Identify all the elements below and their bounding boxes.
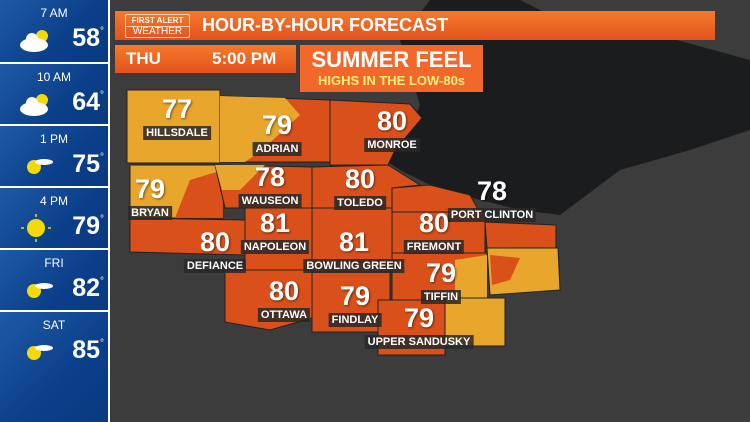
page-title: HOUR-BY-HOUR FORECAST [202, 15, 448, 35]
mostly-sunny-icon [27, 283, 53, 298]
subheadline: HIGHS IN THE LOW-80s [317, 73, 466, 88]
city-label: 79 FINDLAY [328, 283, 382, 328]
headline: SUMMER FEEL [311, 47, 472, 72]
forecast-panel: 1 PM 75° [0, 126, 108, 186]
mostly-sunny-icon [27, 159, 53, 174]
title-bar: FIRST ALERT WEATHER HOUR-BY-HOUR FORECAST [115, 11, 715, 40]
panel-temp: 85° [72, 336, 104, 364]
forecast-panel: 10 AM 64° [0, 64, 108, 124]
city-label: 77 HILLSDALE [143, 96, 211, 141]
panel-temp: 64° [72, 88, 104, 116]
mostly-sunny-icon [27, 345, 53, 360]
city-label: 80 TOLEDO [334, 166, 386, 211]
panel-time: 4 PM [39, 194, 68, 208]
city-label: 80 MONROE [364, 108, 420, 153]
city-label: 78 WAUSEON [238, 164, 302, 209]
forecast-panel: FRI 82° [0, 250, 108, 310]
partly-cloudy-icon [20, 30, 48, 52]
forecast-panel: 4 PM 79° [0, 188, 108, 248]
panel-time: SAT [42, 318, 66, 332]
panel-temp: 82° [72, 274, 104, 302]
panel-time: 7 AM [40, 6, 68, 20]
county-erie [484, 221, 557, 249]
forecast-panel: SAT 85° [0, 312, 108, 422]
city-label: 80 OTTAWA [257, 278, 311, 323]
forecast-panel: 7 AM 58° [0, 0, 108, 62]
forecast-day: THU [126, 49, 161, 68]
city-label: 81 BOWLING GREEN [303, 229, 405, 274]
city-label: 80 FREMONT [403, 210, 465, 255]
panel-time: 10 AM [36, 70, 72, 84]
time-bar: THU 5:00 PM [115, 45, 296, 73]
panel-temp: 75° [72, 150, 104, 178]
panel-temp: 79° [72, 212, 104, 240]
city-label: 78 PORT CLINTON [447, 178, 537, 223]
panel-temp: 58° [72, 24, 104, 52]
first-alert-logo: FIRST ALERT WEATHER [125, 13, 190, 38]
city-label: 80 DEFIANCE [183, 229, 247, 274]
panel-time: FRI [44, 256, 64, 270]
city-label: 81 NAPOLEON [240, 210, 310, 255]
headline-box: SUMMER FEEL HIGHS IN THE LOW-80s [300, 45, 483, 92]
city-label: 79 BRYAN [128, 176, 172, 221]
partly-cloudy-icon [20, 94, 48, 116]
forecast-time: 5:00 PM [212, 49, 277, 68]
city-label: 79 TIFFIN [420, 260, 462, 305]
city-label: 79 ADRIAN [252, 112, 302, 157]
panel-time: 1 PM [39, 132, 68, 146]
forecast-sidebar: 7 AM 58° 10 AM 64° 1 PM 75° 4 PM 79° FRI… [0, 0, 110, 422]
city-label: 79 UPPER SANDUSKY [364, 305, 474, 350]
sunny-icon [21, 214, 51, 242]
